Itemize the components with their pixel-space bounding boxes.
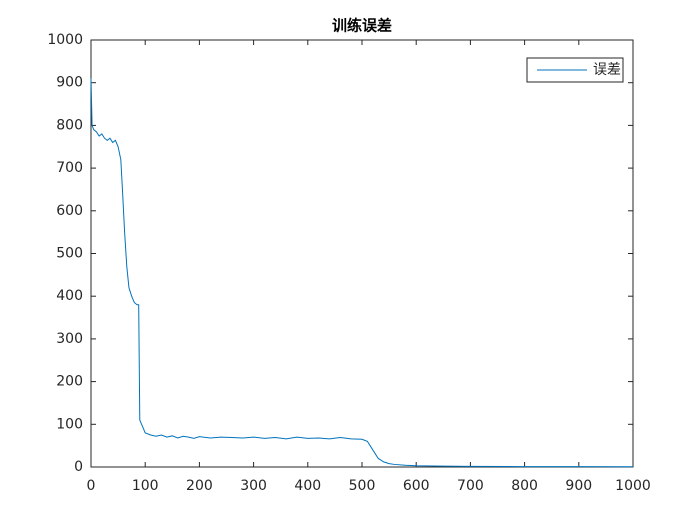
y-tick-label: 600 bbox=[56, 203, 83, 219]
y-tick-label: 200 bbox=[56, 374, 83, 390]
x-tick-label: 400 bbox=[294, 478, 321, 494]
x-tick-label: 0 bbox=[87, 478, 96, 494]
x-tick-label: 200 bbox=[186, 478, 213, 494]
y-tick-label: 700 bbox=[56, 160, 83, 176]
x-tick-label: 700 bbox=[457, 478, 484, 494]
chart-title: 训练误差 bbox=[332, 17, 392, 35]
x-tick-label: 600 bbox=[403, 478, 430, 494]
y-tick-label: 0 bbox=[74, 459, 83, 475]
x-tick-label: 800 bbox=[511, 478, 538, 494]
y-tick-label: 100 bbox=[56, 416, 83, 432]
x-tick-label: 900 bbox=[565, 478, 592, 494]
x-tick-label: 300 bbox=[240, 478, 267, 494]
y-tick-label: 400 bbox=[56, 288, 83, 304]
legend-label: 误差 bbox=[593, 62, 621, 78]
plot-area bbox=[90, 39, 634, 468]
x-tick-label: 500 bbox=[349, 478, 376, 494]
x-tick-label: 100 bbox=[132, 478, 159, 494]
x-tick-label: 1000 bbox=[615, 478, 651, 494]
data-line bbox=[90, 78, 634, 468]
y-tick-label: 300 bbox=[56, 331, 83, 347]
y-tick-label: 800 bbox=[56, 117, 83, 133]
y-tick-label: 1000 bbox=[47, 32, 83, 48]
y-tick-label: 900 bbox=[56, 75, 83, 91]
y-tick-label: 500 bbox=[56, 246, 83, 262]
